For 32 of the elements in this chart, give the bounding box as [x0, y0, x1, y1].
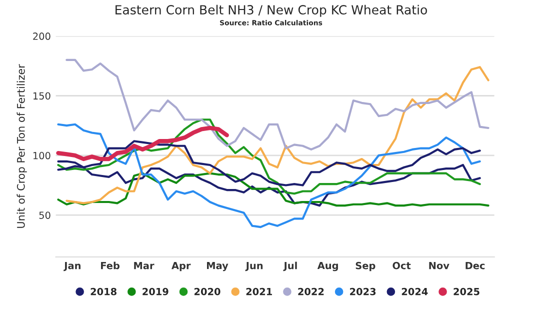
x-tick-label: Mar — [134, 262, 154, 270]
chart-title: Eastern Corn Belt NH3 / New Crop KC Wheat Ratio — [116, 4, 427, 17]
legend-label: 2020 — [194, 288, 220, 296]
line-series — [66, 66, 490, 204]
x-tick-label: Dec — [466, 262, 485, 270]
x-tick-label: Feb — [101, 262, 120, 270]
x-tick-label: Apr — [172, 262, 191, 272]
x-tick-label: Jun — [245, 262, 263, 272]
line-series — [57, 118, 481, 195]
y-tick-label: 50 — [39, 212, 50, 219]
x-tick-label: Oct — [392, 262, 411, 270]
line-series — [56, 126, 229, 162]
line-series — [66, 58, 490, 151]
x-tick-label: Sep — [356, 262, 376, 272]
y-tick-label: 150 — [33, 92, 50, 100]
legend-label: 2022 — [298, 288, 324, 296]
x-tick-label: May — [207, 262, 228, 272]
x-tick-label: Aug — [317, 262, 338, 272]
line-series — [57, 123, 481, 228]
legend-label: 2025 — [454, 288, 480, 296]
y-tick-label: 100 — [33, 152, 50, 160]
legend-label: 2023 — [350, 288, 376, 296]
x-tick-label: Jan — [64, 262, 80, 272]
legend-label: 2018 — [90, 288, 116, 296]
legend-label: 2019 — [142, 288, 168, 296]
y-axis-title: Unit of Crop Per Ton of Fertilizer — [16, 64, 27, 228]
x-tick-label: Nov — [429, 262, 450, 270]
line-series — [57, 172, 490, 207]
y-tick-label: 200 — [33, 32, 50, 40]
legend-label: 2021 — [246, 288, 272, 296]
x-tick-label: Jul — [283, 262, 297, 272]
legend-label: 2024 — [402, 288, 428, 296]
